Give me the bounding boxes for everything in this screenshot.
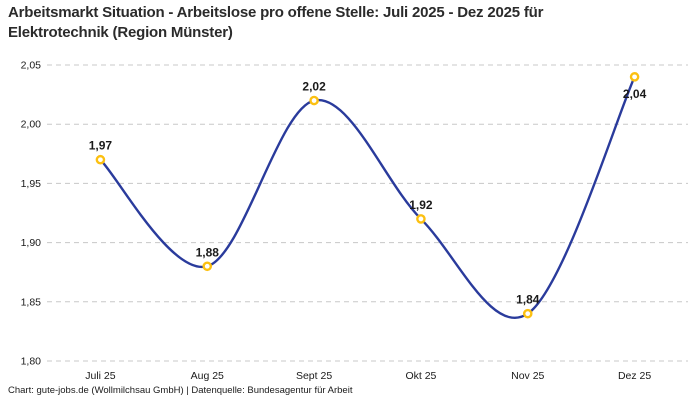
chart-source-credit: Chart: gute-jobs.de (Wollmilchsau GmbH) … <box>8 385 353 396</box>
x-axis-tick-label: Sept 25 <box>296 370 332 382</box>
data-point-label: 1,97 <box>89 139 113 153</box>
data-point-label: 1,88 <box>196 245 220 259</box>
y-axis-tick-label: 1,85 <box>21 296 42 308</box>
y-axis-tick-label: 1,80 <box>21 356 42 368</box>
data-series-line <box>99 75 636 319</box>
data-point-label: 1,92 <box>409 198 433 212</box>
data-point-marker <box>95 154 106 165</box>
data-point-marker <box>522 308 533 319</box>
data-point-marker <box>629 72 640 82</box>
y-axis-tick-label: 2,00 <box>21 119 42 131</box>
x-axis-tick-label: Okt 25 <box>405 370 436 382</box>
x-axis-tick-label: Nov 25 <box>511 370 544 382</box>
data-point-label: 2,02 <box>302 80 326 94</box>
chart-title: Arbeitsmarkt Situation - Arbeitslose pro… <box>8 4 544 42</box>
x-axis-tick-label: Aug 25 <box>191 370 224 382</box>
data-point-marker <box>202 261 213 272</box>
y-axis-tick-label: 1,95 <box>21 178 42 190</box>
x-axis-tick-label: Dez 25 <box>618 370 651 382</box>
data-point-marker <box>309 95 319 106</box>
x-axis-tick-label: Juli 25 <box>85 370 116 382</box>
data-point-marker <box>416 214 426 224</box>
data-point-label: 2,04 <box>623 87 647 101</box>
y-axis-tick-label: 1,90 <box>21 237 42 249</box>
y-axis-tick-label: 2,05 <box>21 60 42 72</box>
data-point-label: 1,84 <box>516 293 540 307</box>
